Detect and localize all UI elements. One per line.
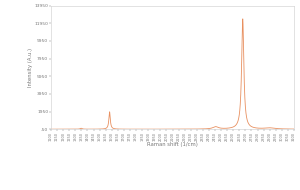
X-axis label: Raman shift (1/cm): Raman shift (1/cm) [147,142,198,147]
Y-axis label: Intensity (A.u.): Intensity (A.u.) [28,48,33,87]
